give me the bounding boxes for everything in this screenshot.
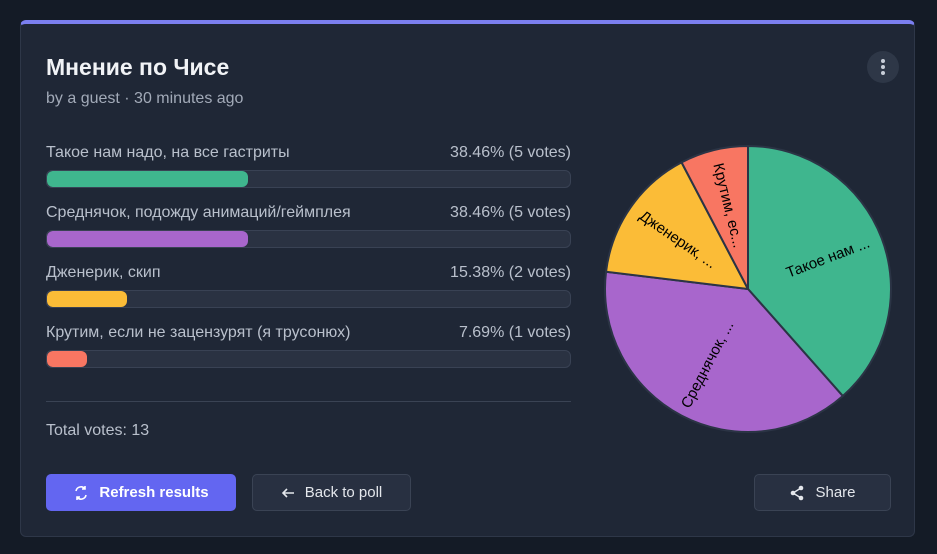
button-label: Back to poll — [304, 484, 383, 501]
pie-slice — [604, 270, 845, 433]
menu-icon — [881, 59, 885, 75]
refresh-icon — [75, 485, 88, 500]
poll-card: Мнение по Чисе by a guest · 30 minutes a… — [20, 20, 915, 537]
back-icon — [281, 487, 294, 498]
progress-bar — [47, 351, 88, 367]
share-icon — [791, 485, 804, 500]
option-result: 38.46% (5 votes) — [450, 144, 571, 161]
option-label: Среднячок, подожду анимаций/геймплея — [46, 204, 351, 221]
divider — [46, 401, 571, 402]
pie-slice — [604, 161, 750, 291]
progress-track — [46, 290, 571, 308]
poll-meta: by a guest · 30 minutes ago — [46, 90, 244, 107]
option-result: 15.38% (2 votes) — [450, 264, 571, 281]
progress-bar — [47, 291, 128, 307]
option-result: 7.69% (1 votes) — [458, 324, 571, 341]
progress-track — [46, 230, 571, 248]
button-label: Share — [815, 484, 856, 501]
button-label: Refresh results — [99, 484, 209, 501]
menu-button[interactable] — [867, 51, 899, 83]
option-label: Крутим, если не зацензурят (я трусонюх) — [46, 324, 351, 341]
progress-bar — [47, 231, 249, 247]
refresh-button[interactable]: Refresh results — [46, 474, 236, 511]
total-votes: Total votes: 13 — [46, 422, 150, 439]
progress-track — [46, 350, 571, 368]
option-label: Такое нам надо, на все гастриты — [46, 144, 290, 161]
progress-bar — [47, 171, 249, 187]
pie-slice — [680, 144, 749, 290]
progress-track — [46, 170, 571, 188]
option-result: 38.46% (5 votes) — [450, 204, 571, 221]
option-label: Дженерик, скип — [46, 264, 161, 281]
pie-chart: Такое нам ...Среднячок, ...Дженерик, ...… — [604, 144, 892, 433]
poll-title: Мнение по Чисе — [46, 54, 230, 80]
back-button[interactable]: Back to poll — [252, 474, 411, 511]
share-button[interactable]: Share — [754, 474, 891, 511]
pie-slice — [747, 144, 892, 398]
